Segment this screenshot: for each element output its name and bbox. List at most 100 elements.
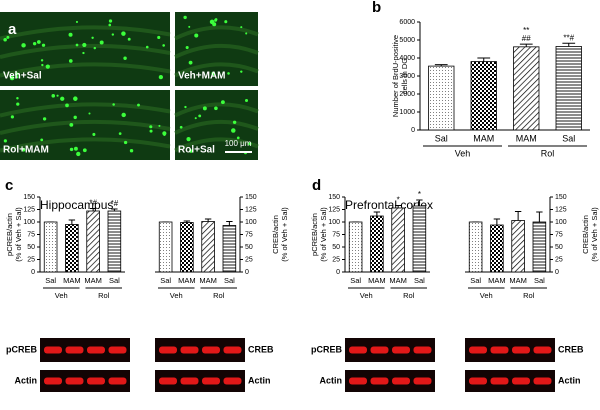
cell xyxy=(163,133,166,137)
y-tick-label: 150 xyxy=(555,194,567,201)
blot-band xyxy=(65,346,84,354)
y-tick-label: 25 xyxy=(27,256,35,263)
bar xyxy=(65,224,79,273)
group-label: Rol xyxy=(213,291,225,300)
cell xyxy=(45,64,50,69)
group-label: Rol xyxy=(523,291,535,300)
y-tick-label: 75 xyxy=(245,231,253,238)
cell xyxy=(88,112,91,115)
cell xyxy=(60,96,65,101)
y-axis-label: pCREB/actin xyxy=(5,213,14,256)
blot-label: Actin xyxy=(320,375,343,385)
y-tick-label: 150 xyxy=(245,194,257,201)
blot-band xyxy=(533,377,552,385)
cell xyxy=(211,71,215,76)
significance: * xyxy=(418,190,421,199)
blot-band xyxy=(392,346,410,354)
blot-band xyxy=(370,346,389,354)
significance: *# xyxy=(89,199,97,208)
y-tick-label: 3000 xyxy=(399,73,415,80)
cell xyxy=(108,23,112,27)
cell xyxy=(123,56,127,60)
bar xyxy=(412,205,427,273)
cell xyxy=(224,20,228,24)
y-tick-label: 0 xyxy=(31,269,35,276)
y-axis-label: (% of Veh + Sal) xyxy=(319,207,328,262)
blot-band xyxy=(223,346,242,354)
group-label: Rol xyxy=(98,291,110,300)
cell xyxy=(73,96,78,101)
panel-title: Prefrontal cortex xyxy=(345,198,433,212)
cell xyxy=(158,75,163,80)
blot-band xyxy=(413,346,432,354)
cell xyxy=(91,36,94,40)
blot xyxy=(40,370,130,392)
bar xyxy=(43,221,58,273)
scale-bar-label: 100 μm xyxy=(225,139,252,148)
blot-band xyxy=(44,346,62,354)
x-tick-label: Sal xyxy=(350,276,361,285)
x-tick-label: MAM xyxy=(84,276,102,285)
cell xyxy=(244,98,249,103)
bar xyxy=(86,210,100,273)
panel-label: d xyxy=(312,177,321,194)
y-axis-label: pCREB/actin xyxy=(310,213,319,256)
cell xyxy=(76,151,81,157)
bar xyxy=(391,207,405,273)
tissue-band xyxy=(174,25,259,41)
tissue-band xyxy=(174,62,259,78)
bar xyxy=(370,215,384,273)
bar xyxy=(201,221,215,273)
bar xyxy=(513,46,540,131)
panel-label: b xyxy=(372,0,381,16)
cell xyxy=(129,149,134,153)
x-tick-label: Sal xyxy=(224,276,235,285)
blot-band xyxy=(65,377,84,385)
tissue-band xyxy=(0,62,171,78)
x-tick-label: Sal xyxy=(470,276,481,285)
cell xyxy=(9,75,15,81)
cell xyxy=(73,146,78,151)
bar xyxy=(158,221,173,273)
blot-label: CREB xyxy=(558,344,584,354)
cell xyxy=(40,59,44,62)
cell xyxy=(69,122,74,127)
cell xyxy=(41,43,46,47)
cell xyxy=(99,40,104,45)
x-tick-label: Sal xyxy=(45,276,56,285)
y-tick-label: 25 xyxy=(555,256,563,263)
y-tick-label: 0 xyxy=(336,269,340,276)
cell xyxy=(248,142,252,146)
bar xyxy=(222,225,237,273)
group-label: Rol xyxy=(403,291,415,300)
group-label: Rol xyxy=(541,148,555,158)
blot-band xyxy=(349,346,367,354)
x-tick-label: Sal xyxy=(534,276,545,285)
y-tick-label: 125 xyxy=(23,206,35,213)
cell xyxy=(214,106,218,111)
y-tick-label: 100 xyxy=(555,219,567,226)
blot-band xyxy=(512,377,530,385)
x-tick-label: MAM xyxy=(178,276,196,285)
cell xyxy=(179,125,183,129)
blot-label: pCREB xyxy=(311,344,342,354)
x-tick-label: MAM xyxy=(509,276,527,285)
significance: *# xyxy=(111,199,119,208)
cell xyxy=(82,148,87,153)
blot-band xyxy=(533,346,552,354)
x-tick-label: MAM xyxy=(473,133,494,143)
y-axis-label: (% of Veh + Sal) xyxy=(280,207,289,262)
cell xyxy=(16,96,19,100)
cell xyxy=(194,33,199,38)
cell xyxy=(118,132,122,135)
cell xyxy=(121,112,126,118)
cell xyxy=(111,33,115,36)
x-tick-label: MAM xyxy=(199,276,217,285)
tissue-band xyxy=(174,102,259,118)
image-label: Rol+MAM xyxy=(3,145,49,156)
blot-band xyxy=(202,346,220,354)
y-tick-label: 150 xyxy=(23,194,35,201)
cell xyxy=(149,129,153,133)
cell xyxy=(32,41,37,46)
cell xyxy=(137,103,140,107)
